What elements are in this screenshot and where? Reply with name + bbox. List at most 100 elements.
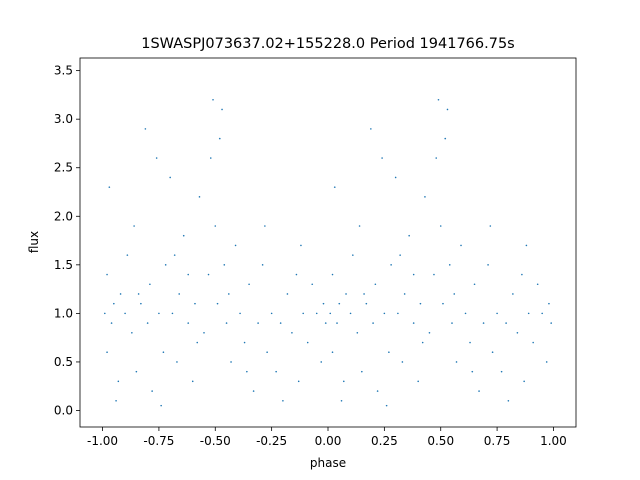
point xyxy=(365,302,368,305)
point xyxy=(516,332,519,334)
point xyxy=(487,264,489,266)
point xyxy=(464,312,467,315)
point xyxy=(126,254,129,256)
point xyxy=(512,293,514,295)
point xyxy=(424,196,426,198)
point xyxy=(421,341,424,344)
point xyxy=(342,380,345,383)
point xyxy=(252,390,255,392)
point xyxy=(340,399,343,402)
point xyxy=(329,312,332,315)
point xyxy=(469,341,471,344)
point xyxy=(311,283,314,286)
point xyxy=(178,293,180,295)
point xyxy=(124,312,126,315)
point xyxy=(203,332,205,334)
point xyxy=(248,283,250,286)
point xyxy=(297,380,300,383)
point xyxy=(194,302,196,305)
point xyxy=(160,404,162,407)
point xyxy=(162,351,165,354)
point xyxy=(399,254,401,256)
point xyxy=(187,322,190,324)
y-tick-label: 3.0 xyxy=(54,112,73,126)
point xyxy=(507,399,510,402)
point xyxy=(397,312,399,315)
point xyxy=(275,370,277,373)
point xyxy=(261,264,264,266)
point xyxy=(372,322,374,324)
point xyxy=(117,380,120,383)
x-tick-label: -1.00 xyxy=(87,434,118,448)
point xyxy=(448,264,451,266)
point xyxy=(221,108,223,111)
point xyxy=(500,370,503,373)
point xyxy=(412,273,415,276)
chart-title: 1SWASPJ073637.02+155228.0 Period 1941766… xyxy=(141,36,515,52)
point xyxy=(473,283,476,286)
point xyxy=(356,332,359,334)
point xyxy=(444,137,447,140)
point xyxy=(133,225,135,227)
point xyxy=(324,322,327,324)
y-tick-label: 0.0 xyxy=(54,403,73,417)
point xyxy=(527,312,530,315)
point xyxy=(246,370,248,373)
point xyxy=(228,293,230,295)
x-tick-label: 0.75 xyxy=(484,434,511,448)
point xyxy=(322,302,325,305)
point xyxy=(363,293,365,295)
point xyxy=(223,264,226,266)
point xyxy=(295,273,298,276)
point xyxy=(264,225,266,227)
point xyxy=(442,302,444,305)
point xyxy=(216,302,219,305)
point xyxy=(412,322,415,324)
point xyxy=(331,273,334,276)
point xyxy=(381,157,383,159)
point xyxy=(333,186,336,188)
point xyxy=(234,244,237,247)
point xyxy=(137,293,140,295)
point xyxy=(394,176,397,179)
point xyxy=(300,244,302,247)
point xyxy=(164,264,167,266)
point xyxy=(439,225,442,227)
point xyxy=(176,361,178,363)
point xyxy=(218,137,221,140)
point xyxy=(385,404,388,407)
point xyxy=(282,399,284,402)
point xyxy=(106,351,108,354)
x-tick-label: 0.25 xyxy=(371,434,398,448)
point xyxy=(171,312,174,315)
point xyxy=(144,128,147,130)
y-tick-label: 2.0 xyxy=(54,209,73,223)
point xyxy=(505,322,507,324)
point xyxy=(331,351,334,354)
point xyxy=(151,390,153,392)
point xyxy=(550,322,552,324)
point xyxy=(286,293,289,295)
point xyxy=(403,293,406,295)
point xyxy=(433,273,435,276)
x-tick-label: -0.50 xyxy=(200,434,231,448)
point xyxy=(408,234,410,237)
point xyxy=(536,283,539,286)
point xyxy=(451,322,453,324)
point xyxy=(243,341,246,344)
point xyxy=(548,302,550,305)
x-tick-label: 0.00 xyxy=(315,434,342,448)
point xyxy=(419,302,422,305)
point xyxy=(358,225,361,227)
point xyxy=(106,273,108,276)
point xyxy=(453,293,456,295)
point xyxy=(230,361,232,363)
point xyxy=(108,186,111,188)
point xyxy=(270,312,273,315)
point xyxy=(482,322,485,324)
x-tick-label: 1.00 xyxy=(540,434,567,448)
point xyxy=(135,370,138,373)
point xyxy=(491,351,494,354)
y-tick-label: 1.0 xyxy=(54,306,73,320)
point xyxy=(545,361,548,363)
